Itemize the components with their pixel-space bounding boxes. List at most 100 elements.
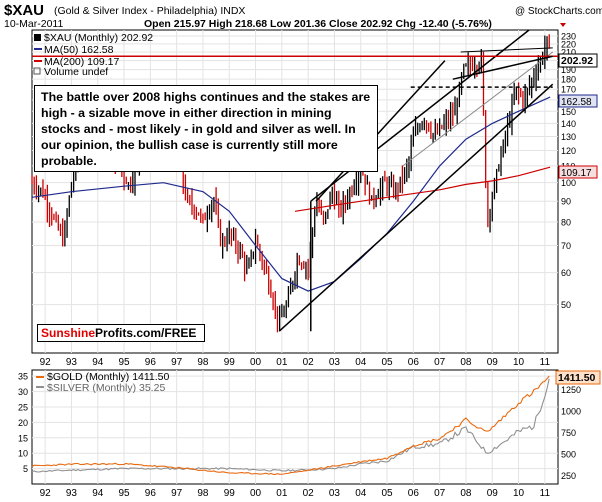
- badge-xau: 202.92: [558, 53, 598, 68]
- x-tick-label: 95: [118, 357, 130, 368]
- lower-plot: [31, 375, 550, 475]
- wedge-line: [452, 55, 553, 80]
- lower-x-tick-label: 94: [92, 488, 104, 499]
- legend-xau: $XAU (Monthly) 202.92: [44, 32, 153, 44]
- lower-x-tick-label: 05: [381, 488, 393, 499]
- ma200-line: [294, 166, 551, 212]
- watermark: @ StockCharts.com: [515, 6, 602, 17]
- y-tick-label: 190: [561, 65, 576, 75]
- y-tick-label: 130: [561, 132, 576, 142]
- x-tick-label: 93: [66, 357, 78, 368]
- y-tick-label: 210: [561, 48, 576, 58]
- lower-y-tick-left: 35: [18, 372, 28, 382]
- x-tick-label: 06: [408, 357, 420, 368]
- x-tick-label: 98: [197, 357, 209, 368]
- x-tick-label: 10: [513, 357, 525, 368]
- lower-x-tick-label: 11: [540, 488, 551, 499]
- lower-x-tick-label: 95: [118, 488, 130, 499]
- legend-volume: Volume undef: [44, 66, 108, 78]
- ohlc-readout: Open 215.97 High 218.68 Low 201.36 Close…: [144, 18, 492, 30]
- badge-gold-label: 1411.50: [558, 372, 596, 384]
- y-tick-label: 230: [561, 32, 576, 42]
- x-tick-label: 04: [355, 357, 367, 368]
- lower-x-tick-label: 03: [329, 488, 341, 499]
- brand-box: SunshineProfits.com/FREE: [37, 324, 205, 342]
- legend: $XAU (Monthly) 202.92 MA(50) 162.58 MA(2…: [33, 32, 153, 78]
- main-plot: [31, 29, 558, 333]
- lower-x-tick-label: 93: [66, 488, 78, 499]
- x-tick-label: 01: [276, 357, 288, 368]
- wedge-line-top: [460, 47, 553, 53]
- x-tick-label: 08: [460, 357, 472, 368]
- lower-y-tick-left: 20: [18, 418, 28, 428]
- lower-x-tick-label: 09: [487, 488, 499, 499]
- badge-ma50-label: 162.58: [561, 97, 592, 108]
- x-tick-label: 07: [434, 357, 446, 368]
- badge-ma200: 109.17: [558, 165, 598, 179]
- y-tick-label: 180: [561, 75, 576, 85]
- gold-line: [31, 375, 550, 475]
- lower-y-tick-left: 15: [18, 433, 28, 443]
- trend-line-lower: [278, 83, 554, 332]
- lower-x-tick-label: 08: [460, 488, 472, 499]
- y-tick-label: 140: [561, 119, 576, 129]
- x-tick-label: 94: [92, 357, 104, 368]
- trend-line-gray: [402, 51, 554, 167]
- y-tick-label: 170: [561, 85, 576, 95]
- symbol-title: $XAU: [4, 2, 44, 19]
- y-tick-label: 80: [561, 217, 571, 227]
- lower-y-tick-right: 500: [561, 450, 576, 460]
- lower-y-tick-right: 1000: [561, 407, 581, 417]
- x-tick-label: 97: [171, 357, 183, 368]
- lower-x-tick-label: 06: [408, 488, 420, 499]
- badge-ma200-label: 109.17: [561, 168, 592, 179]
- x-tick-label: 02: [303, 357, 315, 368]
- lower-x-tick-label: 10: [513, 488, 525, 499]
- badge-xau-label: 202.92: [561, 55, 593, 67]
- lower-x-tick-label: 99: [224, 488, 236, 499]
- lower-y-tick-right: 750: [561, 428, 576, 438]
- x-tick-label: 00: [250, 357, 262, 368]
- lower-x-tick-label: 01: [276, 488, 288, 499]
- y-tick-label: 120: [561, 146, 576, 156]
- legend-swatch-volume: [33, 67, 41, 75]
- y-tick-label: 60: [561, 268, 571, 278]
- lower-x-tick-label: 92: [40, 488, 52, 499]
- legend-ma50: MA(50) 162.58: [44, 44, 114, 56]
- y-tick-label: 50: [561, 300, 571, 310]
- lower-y-tick-left: 10: [18, 449, 28, 459]
- legend-swatch-xau: [34, 34, 41, 41]
- lower-x-tick-label: 07: [434, 488, 446, 499]
- trend-line-upper: [310, 29, 530, 202]
- ma50-line: [31, 96, 551, 292]
- legend-silver: $SILVER (Monthly) 35.25: [47, 382, 165, 394]
- y-tick-label: 90: [561, 197, 571, 207]
- lower-x-tick-label: 00: [250, 488, 262, 499]
- x-tick-label: 09: [487, 357, 499, 368]
- annotation-box: The battle over 2008 highs continues and…: [34, 85, 378, 172]
- main-panel: [31, 29, 559, 354]
- lower-y-tick-left: 30: [18, 387, 28, 397]
- legend-ma200: MA(200) 109.17: [44, 56, 119, 68]
- symbol-name: (Gold & Silver Index - Philadelphia) IND…: [54, 5, 245, 17]
- chart-date: 10-Mar-2011: [4, 18, 63, 30]
- lower-y-tick-left: 25: [18, 402, 28, 412]
- lower-y-tick-left: 5: [23, 464, 28, 474]
- lower-x-tick-label: 04: [355, 488, 367, 499]
- badge-gold: 1411.50: [555, 370, 601, 385]
- badge-ma50: 162.58: [558, 94, 598, 108]
- lower-y-tick-right: 250: [561, 471, 576, 481]
- legend-gold: $GOLD (Monthly) 1411.50: [47, 371, 170, 383]
- x-tick-label: 11: [540, 357, 551, 368]
- trend-line-channel-top: [315, 60, 446, 202]
- brand-part2: Profits.com/FREE: [95, 326, 197, 340]
- x-tick-label: 92: [40, 357, 52, 368]
- silver-line: [31, 378, 550, 473]
- x-tick-label: 05: [381, 357, 393, 368]
- x-tick-label: 03: [329, 357, 341, 368]
- chg-down-arrow-icon: [560, 23, 566, 27]
- lower-x-tick-label: 98: [197, 488, 209, 499]
- y-tick-label: 220: [561, 39, 576, 49]
